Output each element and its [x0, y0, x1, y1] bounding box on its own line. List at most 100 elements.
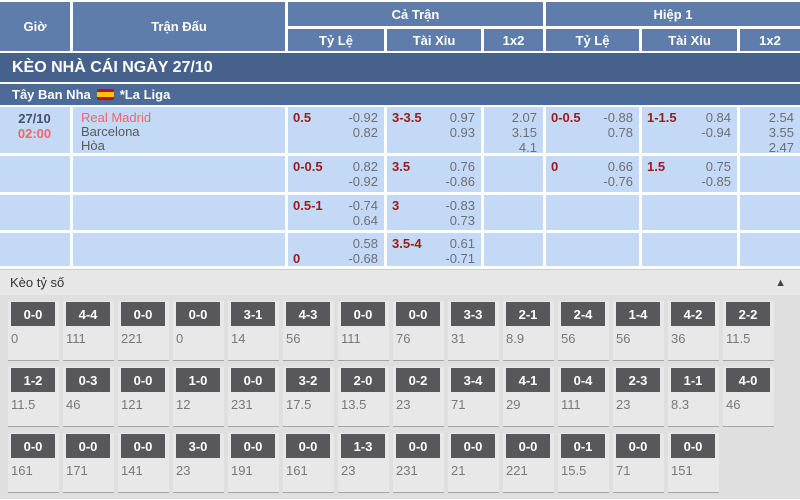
score-cell[interactable]: 3-2 17.5 — [283, 367, 334, 427]
score-box[interactable]: 1-4 — [616, 302, 660, 326]
score-box[interactable]: 4-4 — [66, 302, 110, 326]
score-box[interactable]: 4-1 — [506, 368, 550, 392]
score-box[interactable]: 0-0 — [66, 434, 110, 458]
score-box[interactable]: 0-0 — [396, 434, 440, 458]
score-box[interactable]: 2-0 — [341, 368, 385, 392]
score-box[interactable]: 0-0 — [506, 434, 550, 458]
score-cell[interactable]: 1-4 56 — [613, 301, 664, 361]
score-box[interactable]: 1-2 — [11, 368, 55, 392]
score-cell[interactable]: 2-2 11.5 — [723, 301, 774, 361]
score-box[interactable]: 2-4 — [561, 302, 605, 326]
chevron-up-icon[interactable]: ▲ — [775, 276, 786, 289]
score-cell[interactable]: 0-0 171 — [63, 433, 114, 493]
score-cell[interactable]: 1-0 12 — [173, 367, 224, 427]
score-box[interactable]: 0-0 — [451, 434, 495, 458]
half-1x2-cell[interactable] — [740, 195, 800, 230]
score-cell[interactable]: 0-0 231 — [228, 367, 279, 427]
score-box[interactable]: 0-0 — [121, 434, 165, 458]
match-cell[interactable] — [73, 233, 285, 266]
score-box[interactable]: 0-0 — [616, 434, 660, 458]
score-cell[interactable]: 4-4 111 — [63, 301, 114, 361]
score-cell[interactable]: 0-0 76 — [393, 301, 444, 361]
match-cell[interactable]: Real Madrid Barcelona Hòa — [73, 107, 285, 153]
score-box[interactable]: 0-0 — [671, 434, 715, 458]
score-box[interactable]: 0-0 — [341, 302, 385, 326]
score-box[interactable]: 0-2 — [396, 368, 440, 392]
score-cell[interactable]: 0-0 71 — [613, 433, 664, 493]
score-box[interactable]: 0-3 — [66, 368, 110, 392]
full-handicap-cell[interactable]: 0-0.5 0.82 -0.92 — [288, 156, 384, 192]
full-handicap-cell[interactable]: 0.5 -0.92 0.82 — [288, 107, 384, 153]
score-box[interactable]: 1-0 — [176, 368, 220, 392]
match-cell[interactable] — [73, 156, 285, 192]
score-box[interactable]: 0-4 — [561, 368, 605, 392]
full-overunder-cell[interactable]: 3.5-4 0.61 -0.71 — [387, 233, 481, 266]
score-box[interactable]: 2-1 — [506, 302, 550, 326]
score-box[interactable]: 0-0 — [11, 302, 55, 326]
score-cell[interactable]: 2-3 23 — [613, 367, 664, 427]
score-box[interactable]: 0-0 — [121, 368, 165, 392]
score-cell[interactable]: 4-2 36 — [668, 301, 719, 361]
score-box[interactable]: 3-0 — [176, 434, 220, 458]
full-handicap-cell[interactable]: 0.58 0 -0.68 — [288, 233, 384, 266]
score-cell[interactable]: 0-0 21 — [448, 433, 499, 493]
score-box[interactable]: 0-0 — [176, 302, 220, 326]
full-1x2-cell[interactable]: 2.07 3.15 4.1 — [484, 107, 543, 153]
correct-score-bar[interactable]: Kèo tỷ số ▲ — [0, 269, 800, 295]
half-handicap-cell[interactable]: 0-0.5 -0.88 0.78 — [546, 107, 639, 153]
score-cell[interactable]: 0-0 0 — [8, 301, 59, 361]
score-cell[interactable]: 0-0 221 — [503, 433, 554, 493]
score-cell[interactable]: 0-4 111 — [558, 367, 609, 427]
score-cell[interactable]: 3-4 71 — [448, 367, 499, 427]
full-overunder-cell[interactable]: 3.5 0.76 -0.86 — [387, 156, 481, 192]
full-1x2-cell[interactable] — [484, 156, 543, 192]
score-box[interactable]: 3-2 — [286, 368, 330, 392]
full-overunder-cell[interactable]: 3-3.5 0.97 0.93 — [387, 107, 481, 153]
score-cell[interactable]: 3-1 14 — [228, 301, 279, 361]
score-cell[interactable]: 4-1 29 — [503, 367, 554, 427]
half-1x2-cell[interactable] — [740, 233, 800, 266]
half-overunder-cell[interactable] — [642, 233, 737, 266]
score-cell[interactable]: 0-0 161 — [8, 433, 59, 493]
half-handicap-cell[interactable]: 0 0.66 -0.76 — [546, 156, 639, 192]
half-overunder-cell[interactable]: 1-1.5 0.84 -0.94 — [642, 107, 737, 153]
score-box[interactable]: 0-0 — [11, 434, 55, 458]
score-cell[interactable]: 2-4 56 — [558, 301, 609, 361]
score-cell[interactable]: 0-0 231 — [393, 433, 444, 493]
score-box[interactable]: 3-4 — [451, 368, 495, 392]
score-cell[interactable]: 0-0 121 — [118, 367, 169, 427]
full-handicap-cell[interactable]: 0.5-1 -0.74 0.64 — [288, 195, 384, 230]
score-cell[interactable]: 0-0 141 — [118, 433, 169, 493]
score-box[interactable]: 4-0 — [726, 368, 770, 392]
score-cell[interactable]: 3-3 31 — [448, 301, 499, 361]
full-1x2-cell[interactable] — [484, 233, 543, 266]
score-box[interactable]: 3-3 — [451, 302, 495, 326]
score-box[interactable]: 2-2 — [726, 302, 770, 326]
score-box[interactable]: 0-0 — [231, 434, 275, 458]
score-box[interactable]: 0-0 — [396, 302, 440, 326]
half-overunder-cell[interactable]: 1.5 0.75 -0.85 — [642, 156, 737, 192]
half-1x2-cell[interactable]: 2.54 3.55 2.47 — [740, 107, 800, 153]
score-cell[interactable]: 0-3 46 — [63, 367, 114, 427]
score-cell[interactable]: 0-0 191 — [228, 433, 279, 493]
score-cell[interactable]: 2-1 8.9 — [503, 301, 554, 361]
score-box[interactable]: 4-2 — [671, 302, 715, 326]
score-cell[interactable]: 0-0 111 — [338, 301, 389, 361]
score-cell[interactable]: 0-1 15.5 — [558, 433, 609, 493]
half-handicap-cell[interactable] — [546, 233, 639, 266]
score-cell[interactable]: 3-0 23 — [173, 433, 224, 493]
score-box[interactable]: 0-0 — [121, 302, 165, 326]
score-cell[interactable]: 1-1 8.3 — [668, 367, 719, 427]
score-box[interactable]: 0-1 — [561, 434, 605, 458]
score-cell[interactable]: 0-2 23 — [393, 367, 444, 427]
score-box[interactable]: 2-3 — [616, 368, 660, 392]
half-overunder-cell[interactable] — [642, 195, 737, 230]
half-1x2-cell[interactable] — [740, 156, 800, 192]
score-cell[interactable]: 0-0 221 — [118, 301, 169, 361]
score-cell[interactable]: 1-2 11.5 — [8, 367, 59, 427]
full-1x2-cell[interactable] — [484, 195, 543, 230]
score-cell[interactable]: 4-3 56 — [283, 301, 334, 361]
score-box[interactable]: 4-3 — [286, 302, 330, 326]
score-box[interactable]: 1-1 — [671, 368, 715, 392]
half-handicap-cell[interactable] — [546, 195, 639, 230]
